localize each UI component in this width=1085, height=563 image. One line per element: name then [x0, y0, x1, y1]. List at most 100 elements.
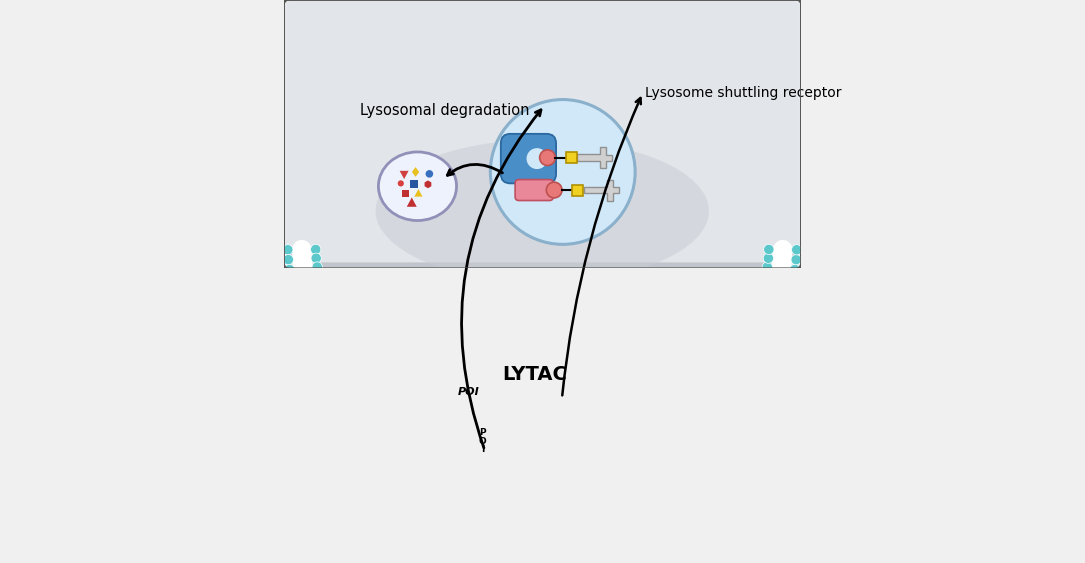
Circle shape: [736, 363, 745, 374]
Circle shape: [442, 399, 452, 409]
Circle shape: [786, 284, 795, 294]
Circle shape: [595, 431, 605, 441]
Circle shape: [758, 279, 768, 289]
Polygon shape: [584, 180, 618, 200]
Circle shape: [310, 244, 321, 254]
Circle shape: [463, 405, 474, 415]
Circle shape: [600, 408, 610, 418]
FancyBboxPatch shape: [285, 1, 800, 267]
Circle shape: [432, 395, 442, 405]
Circle shape: [792, 245, 802, 255]
Circle shape: [526, 148, 548, 169]
Circle shape: [375, 391, 386, 402]
Bar: [548, 391, 562, 405]
Circle shape: [779, 303, 789, 313]
Polygon shape: [469, 421, 496, 425]
Circle shape: [608, 428, 617, 439]
Circle shape: [589, 410, 599, 420]
Circle shape: [790, 265, 800, 275]
Circle shape: [289, 284, 299, 294]
Circle shape: [407, 408, 418, 419]
Circle shape: [681, 375, 691, 385]
Circle shape: [757, 339, 767, 349]
Bar: [565, 152, 576, 163]
Circle shape: [518, 435, 528, 445]
Circle shape: [547, 182, 562, 198]
Circle shape: [709, 385, 719, 395]
Bar: [410, 180, 418, 188]
Polygon shape: [305, 297, 333, 341]
Circle shape: [739, 320, 749, 331]
Circle shape: [633, 422, 642, 432]
Circle shape: [689, 397, 699, 408]
Circle shape: [347, 336, 357, 346]
Circle shape: [620, 425, 630, 435]
Circle shape: [422, 390, 432, 400]
Circle shape: [356, 378, 367, 388]
Circle shape: [354, 343, 363, 354]
Circle shape: [622, 402, 631, 412]
Polygon shape: [290, 247, 795, 430]
Circle shape: [520, 414, 531, 424]
Circle shape: [385, 397, 396, 408]
Circle shape: [490, 100, 635, 244]
Circle shape: [366, 385, 375, 395]
Circle shape: [752, 296, 763, 306]
Circle shape: [341, 328, 352, 338]
Bar: [401, 190, 409, 198]
Circle shape: [743, 312, 754, 323]
Circle shape: [480, 431, 489, 441]
Circle shape: [319, 288, 329, 298]
Circle shape: [761, 271, 770, 281]
Circle shape: [611, 405, 621, 415]
Polygon shape: [414, 189, 422, 196]
Polygon shape: [752, 297, 780, 341]
Circle shape: [544, 436, 554, 446]
Text: Lysosomal degradation: Lysosomal degradation: [360, 104, 529, 118]
Circle shape: [718, 378, 728, 388]
Circle shape: [284, 265, 295, 275]
Circle shape: [570, 434, 579, 444]
Circle shape: [727, 336, 738, 346]
Circle shape: [497, 412, 507, 422]
Circle shape: [788, 274, 799, 284]
Circle shape: [286, 274, 296, 284]
FancyBboxPatch shape: [501, 134, 557, 184]
Circle shape: [539, 150, 556, 166]
Circle shape: [393, 375, 404, 385]
Circle shape: [508, 413, 519, 423]
Circle shape: [283, 245, 293, 255]
Circle shape: [339, 363, 349, 374]
Circle shape: [314, 271, 324, 281]
Circle shape: [577, 412, 588, 422]
Circle shape: [486, 410, 496, 420]
Circle shape: [743, 355, 753, 366]
Circle shape: [452, 402, 463, 412]
Circle shape: [505, 434, 515, 444]
Circle shape: [554, 414, 564, 424]
Circle shape: [425, 170, 433, 178]
Circle shape: [296, 303, 306, 313]
Circle shape: [542, 414, 553, 425]
Circle shape: [720, 343, 731, 354]
Circle shape: [633, 399, 642, 409]
Circle shape: [327, 305, 336, 315]
Circle shape: [727, 371, 737, 381]
Circle shape: [763, 253, 774, 263]
Circle shape: [312, 262, 322, 272]
FancyBboxPatch shape: [441, 363, 507, 421]
Circle shape: [706, 357, 716, 367]
Ellipse shape: [375, 140, 709, 283]
Circle shape: [492, 432, 502, 443]
Circle shape: [403, 381, 412, 391]
Circle shape: [335, 320, 346, 331]
Circle shape: [749, 305, 758, 315]
Circle shape: [698, 363, 709, 373]
Circle shape: [331, 355, 342, 366]
Circle shape: [419, 413, 429, 423]
Circle shape: [322, 296, 332, 306]
Text: P
O
I: P O I: [478, 428, 486, 454]
Circle shape: [557, 435, 566, 445]
Circle shape: [347, 371, 358, 381]
Circle shape: [376, 363, 386, 373]
